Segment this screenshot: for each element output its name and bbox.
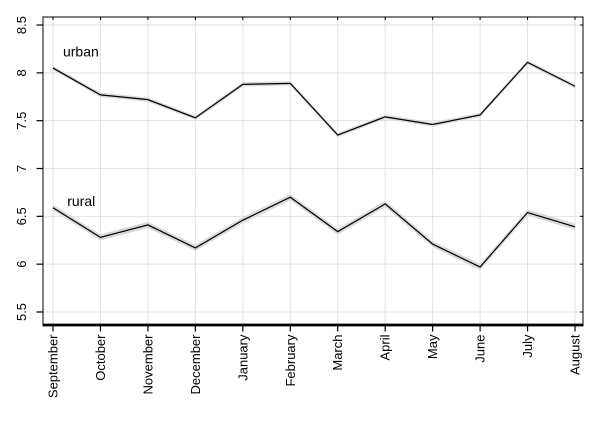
confidence-band-urban [53, 60, 575, 138]
series-label-urban: urban [63, 44, 99, 60]
series-label-rural: rural [67, 193, 95, 209]
x-tick-label: March [330, 335, 345, 371]
y-tick-label: 8 [14, 69, 29, 76]
x-tick-label: September [46, 334, 61, 398]
confidence-band-rural [53, 194, 575, 271]
y-tick-label: 8.5 [14, 16, 29, 34]
x-tick-label: October [93, 334, 108, 381]
plot-border [42, 16, 584, 326]
y-tick-label: 7 [14, 165, 29, 172]
series-line-rural [52, 196, 576, 268]
x-tick-label: December [188, 334, 203, 395]
y-tick-label: 7.5 [14, 112, 29, 130]
series-line-urban [52, 61, 576, 136]
x-tick-label: January [235, 334, 250, 381]
x-tick-label: June [473, 335, 488, 363]
y-tick-label: 6.5 [14, 207, 29, 225]
x-tick-label: May [425, 334, 440, 359]
x-tick-label: April [378, 334, 393, 360]
x-tick-label: February [283, 334, 298, 387]
x-tick-label: August [568, 334, 583, 375]
x-tick-label: November [140, 334, 155, 395]
x-tick-label: July [520, 334, 535, 358]
y-tick-label: 6 [14, 261, 29, 268]
y-tick-label: 5.5 [14, 303, 29, 321]
